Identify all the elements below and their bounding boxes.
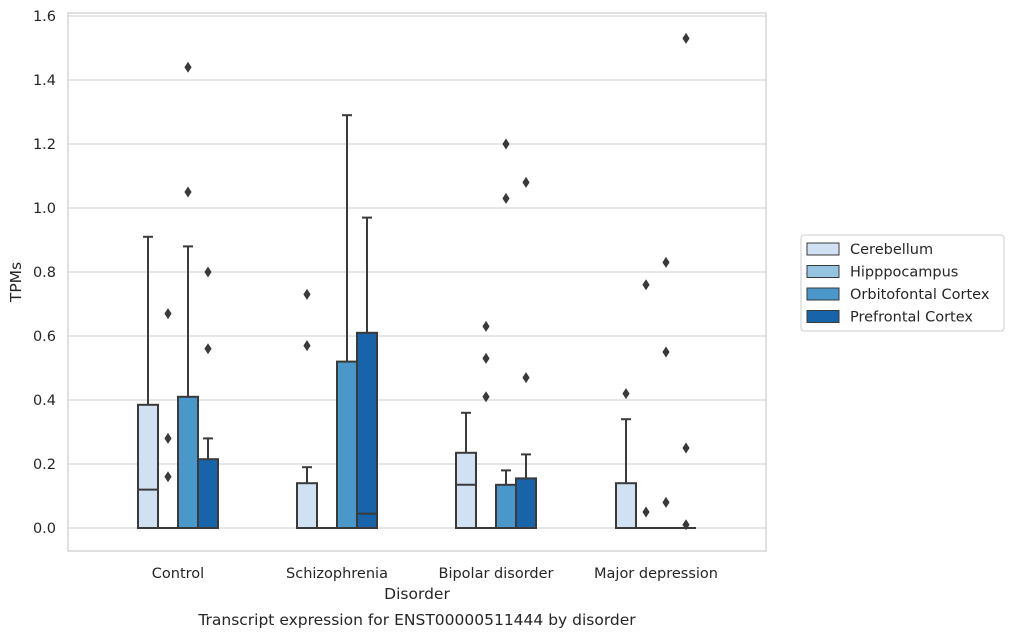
box <box>137 403 159 529</box>
outlier-point <box>622 388 630 400</box>
gridlines <box>68 15 766 529</box>
y-tick-label: 1.6 <box>33 9 56 25</box>
legend-swatch <box>806 242 840 256</box>
outlier-point <box>164 308 172 320</box>
legend-label: Hipppocampus <box>850 265 958 281</box>
outlier-point <box>482 320 490 332</box>
x-tick-label: Bipolar disorder <box>439 566 554 582</box>
y-tick-label: 0.8 <box>33 265 56 281</box>
y-tick-label: 0.4 <box>33 393 56 409</box>
box <box>495 483 517 529</box>
legend-label: Cerebellum <box>850 242 933 258</box>
box-group <box>336 114 358 529</box>
legend-swatch <box>806 310 840 323</box>
outlier-point <box>522 176 530 188</box>
legend-label: Prefrontal Cortex <box>850 310 973 326</box>
box-group <box>296 288 318 530</box>
box-group <box>636 279 656 529</box>
outlier-point <box>682 32 690 44</box>
outlier-point <box>682 519 690 531</box>
y-axis-ticks: 0.0 0.2 0.4 0.6 0.8 1.0 1.2 1.4 1.6 <box>33 9 56 537</box>
outlier-point <box>303 340 311 352</box>
legend-swatch <box>806 265 840 278</box>
outlier-point <box>662 346 670 358</box>
box <box>515 477 537 529</box>
box-group <box>476 320 496 529</box>
outlier-point <box>662 256 670 268</box>
box <box>177 395 199 529</box>
box <box>356 331 378 529</box>
outlier-point <box>522 372 530 384</box>
box <box>615 482 637 530</box>
box <box>197 458 219 530</box>
outlier-point <box>502 138 510 150</box>
outlier-point <box>482 352 490 364</box>
chart-caption: Transcript expression for ENST0000051144… <box>197 611 636 629</box>
box-group <box>615 388 637 530</box>
legend-label: Orbitofontal Cortex <box>850 287 990 303</box>
outlier-point <box>303 288 311 300</box>
box-group <box>158 308 178 529</box>
plot-frame <box>67 12 767 552</box>
y-tick-label: 0.6 <box>33 329 56 345</box>
x-tick-label: Schizophrenia <box>286 566 388 582</box>
outlier-point <box>204 343 212 355</box>
box-group <box>495 138 517 529</box>
box <box>296 482 318 530</box>
box-group <box>137 235 159 529</box>
box <box>455 451 477 529</box>
legend-frame <box>800 234 1005 332</box>
outlier-point <box>184 61 192 73</box>
box-group <box>676 32 696 531</box>
outlier-point <box>642 279 650 291</box>
outlier-point <box>682 442 690 454</box>
box-group <box>656 256 676 529</box>
outlier-point <box>482 391 490 403</box>
outlier-point <box>164 471 172 483</box>
x-tick-label: Major depression <box>594 566 718 582</box>
y-tick-label: 1.4 <box>33 73 56 89</box>
outlier-point <box>662 496 670 508</box>
box-group <box>515 176 537 529</box>
y-tick-label: 0.0 <box>33 521 56 537</box>
y-tick-label: 0.2 <box>33 457 56 473</box>
outlier-point <box>204 266 212 278</box>
outlier-point <box>184 186 192 198</box>
box-group <box>455 411 477 529</box>
box <box>336 360 358 529</box>
x-axis-ticks: Control Schizophrenia Bipolar disorder Majo… <box>152 566 718 582</box>
y-axis-title: TPMs <box>7 262 25 303</box>
outlier-point <box>642 506 650 518</box>
box-group <box>177 61 199 529</box>
legend: Cerebellum Hipppocampus Orbitofontal Corte… <box>800 234 1005 332</box>
y-tick-label: 1.2 <box>33 137 56 153</box>
x-tick-label: Control <box>152 566 204 582</box>
y-tick-label: 1.0 <box>33 201 56 217</box>
box-group <box>197 266 219 530</box>
outlier-point <box>164 432 172 444</box>
legend-swatch <box>806 287 840 301</box>
outlier-point <box>502 192 510 204</box>
box-group <box>356 216 378 529</box>
x-axis-title: Disorder <box>384 585 450 603</box>
boxes <box>137 32 696 531</box>
